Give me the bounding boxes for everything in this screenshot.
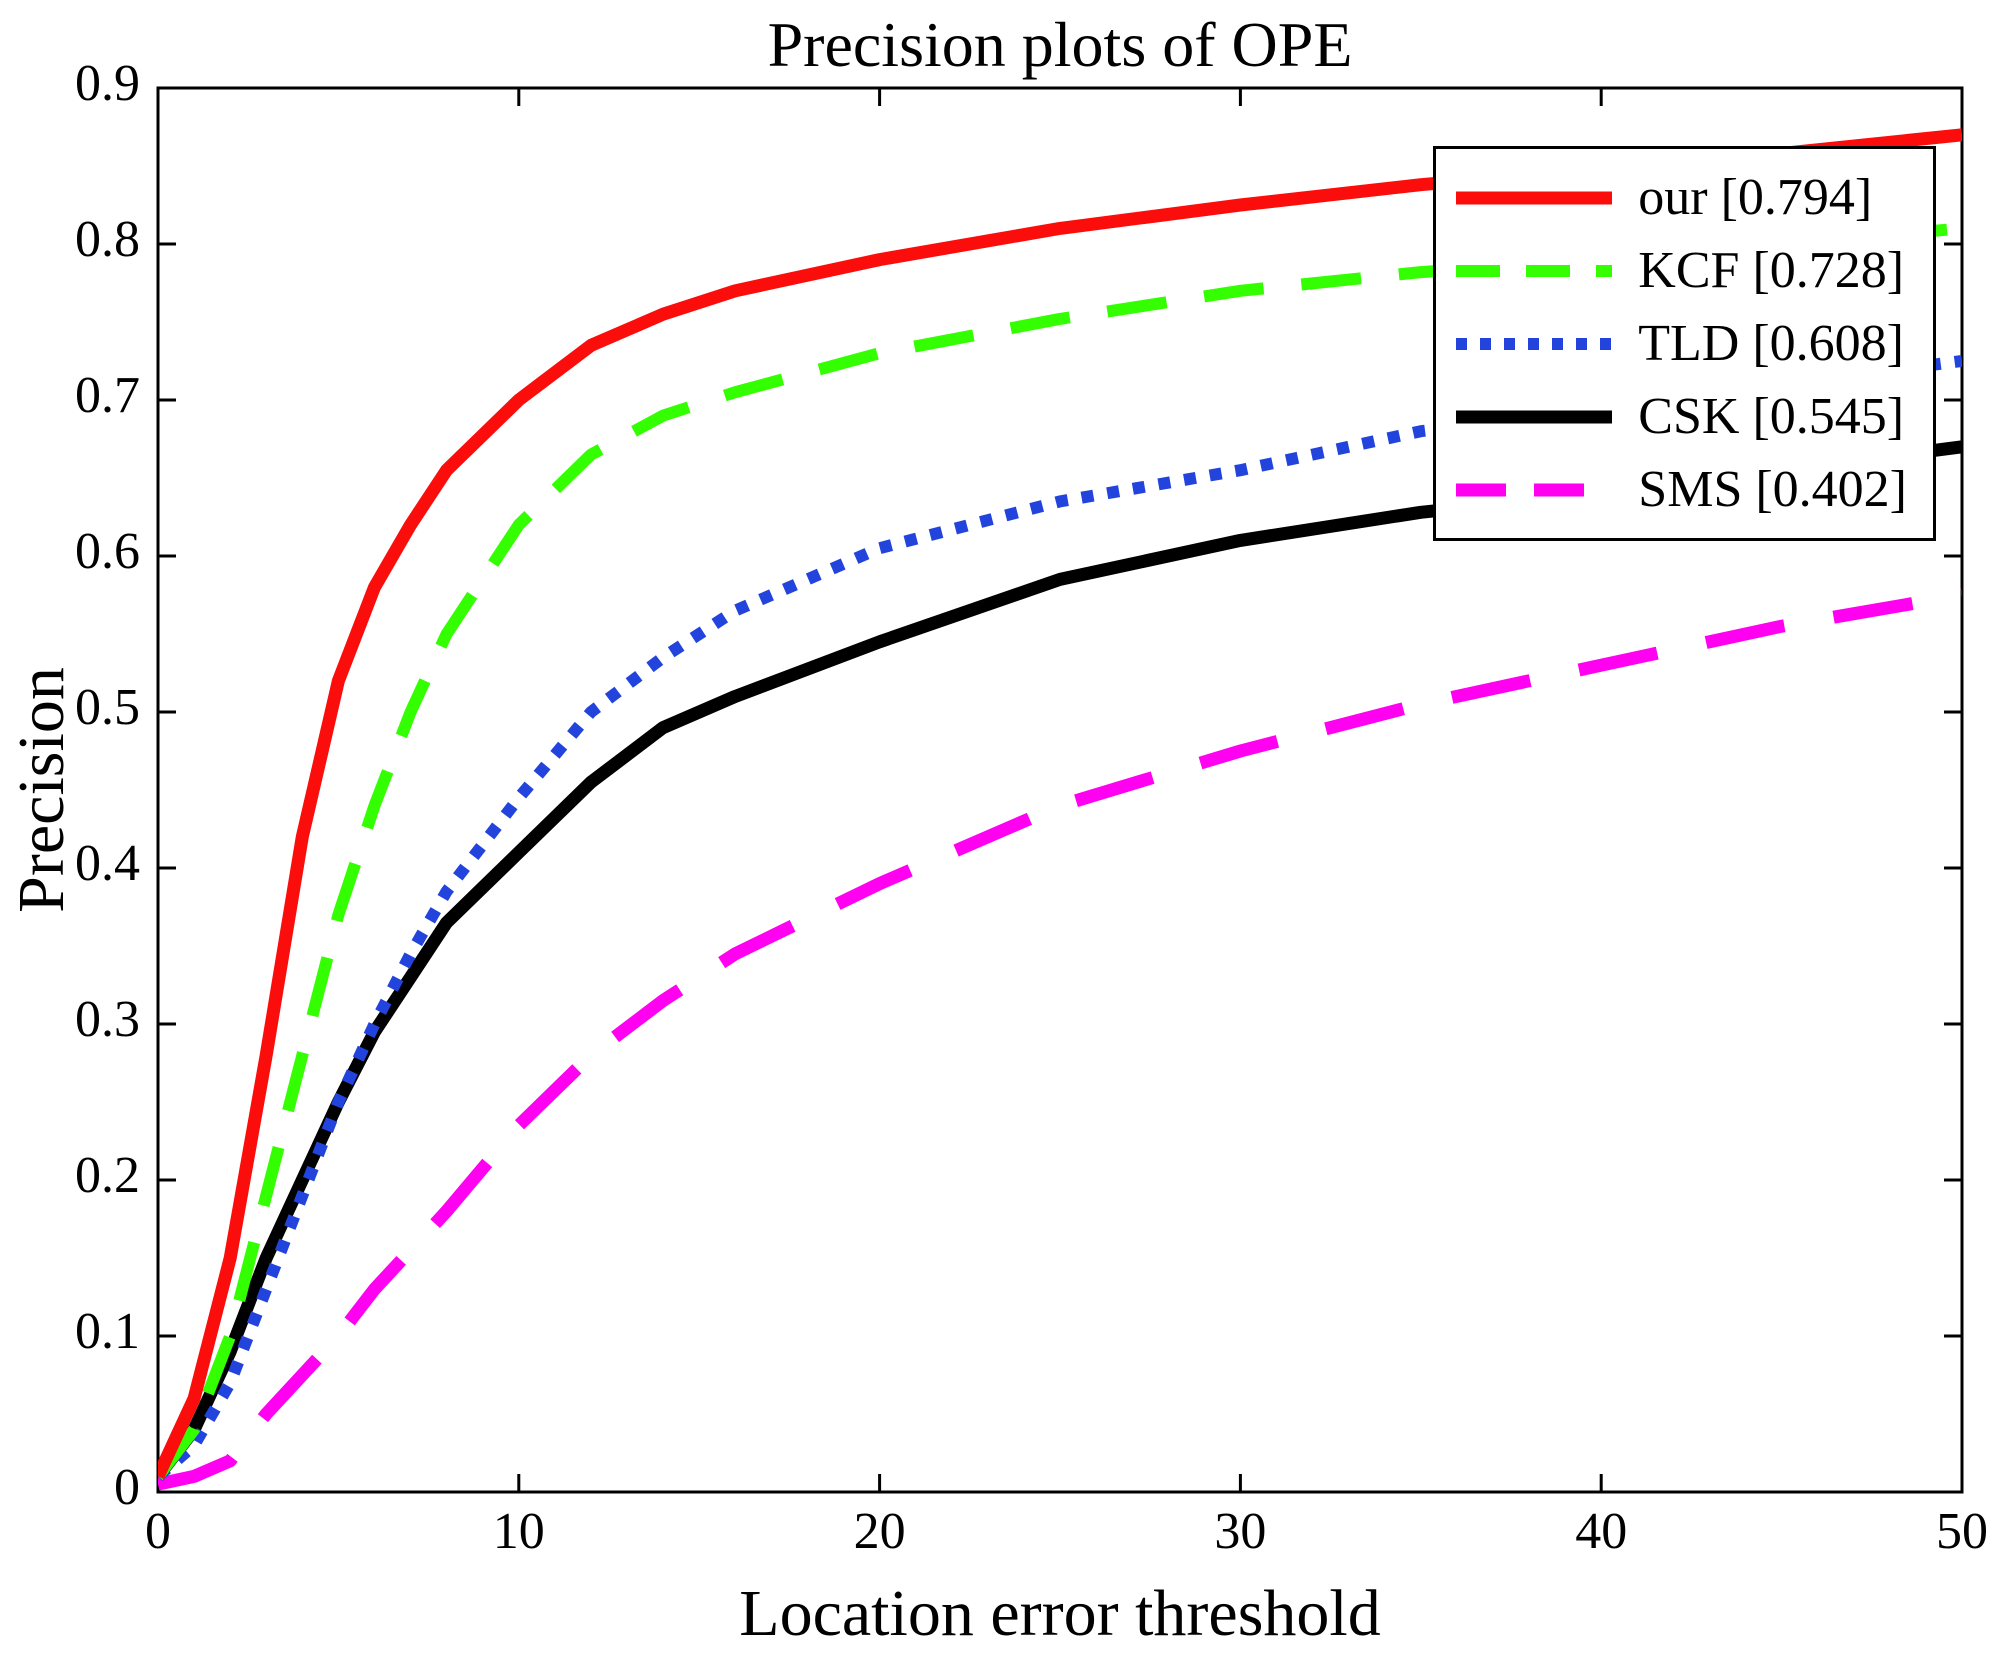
y-tick-label: 0.6 [75, 523, 140, 580]
x-tick-label: 40 [1575, 1503, 1627, 1560]
chart-title: Precision plots of OPE [767, 9, 1353, 80]
legend-item-SMS: SMS [0.402] [1454, 453, 1907, 526]
series-line-TLD [158, 355, 1962, 1481]
x-tick-label: 10 [493, 1503, 545, 1560]
legend-item-our: our [0.794] [1454, 161, 1907, 234]
legend-line-sample-CSK [1456, 410, 1613, 423]
y-tick-label: 0.7 [75, 367, 140, 424]
y-tick-label: 0 [114, 1459, 140, 1516]
legend-item-TLD: TLD [0.608] [1454, 307, 1907, 380]
x-tick-label: 0 [145, 1503, 171, 1560]
legend-label-our: our [0.794] [1638, 168, 1873, 226]
legend-label-KCF: KCF [0.728] [1638, 241, 1905, 299]
legend: our [0.794] KCF [0.728] TLD [0.608] CSK [0.… [1433, 146, 1936, 541]
y-tick-label: 0.8 [75, 211, 140, 268]
y-tick-label: 0.1 [75, 1303, 140, 1360]
legend-label-CSK: CSK [0.545] [1638, 387, 1905, 445]
legend-line-sample-TLD [1456, 337, 1613, 350]
legend-line-sample-SMS [1456, 483, 1613, 496]
legend-line-sample-our [1456, 191, 1613, 204]
series-line-SMS [158, 588, 1962, 1491]
legend-item-CSK: CSK [0.545] [1454, 380, 1907, 453]
legend-label-SMS: SMS [0.402] [1638, 460, 1907, 518]
y-tick-label: 0.4 [75, 835, 140, 892]
x-tick-label: 30 [1214, 1503, 1266, 1560]
y-tick-label: 0.2 [75, 1147, 140, 1204]
series-line-CSK [158, 440, 1962, 1481]
y-tick-label: 0.5 [75, 679, 140, 736]
x-axis-label: Location error threshold [739, 1577, 1381, 1650]
series-line-our [158, 128, 1962, 1480]
legend-line-sample-KCF [1456, 264, 1613, 277]
x-tick-label: 50 [1936, 1503, 1988, 1560]
legend-item-KCF: KCF [0.728] [1454, 234, 1907, 307]
y-tick-label: 0.3 [75, 991, 140, 1048]
x-tick-label: 20 [854, 1503, 906, 1560]
series-line-KCF [158, 222, 1962, 1481]
legend-label-TLD: TLD [0.608] [1638, 314, 1904, 372]
y-tick-label: 0.9 [75, 55, 140, 112]
